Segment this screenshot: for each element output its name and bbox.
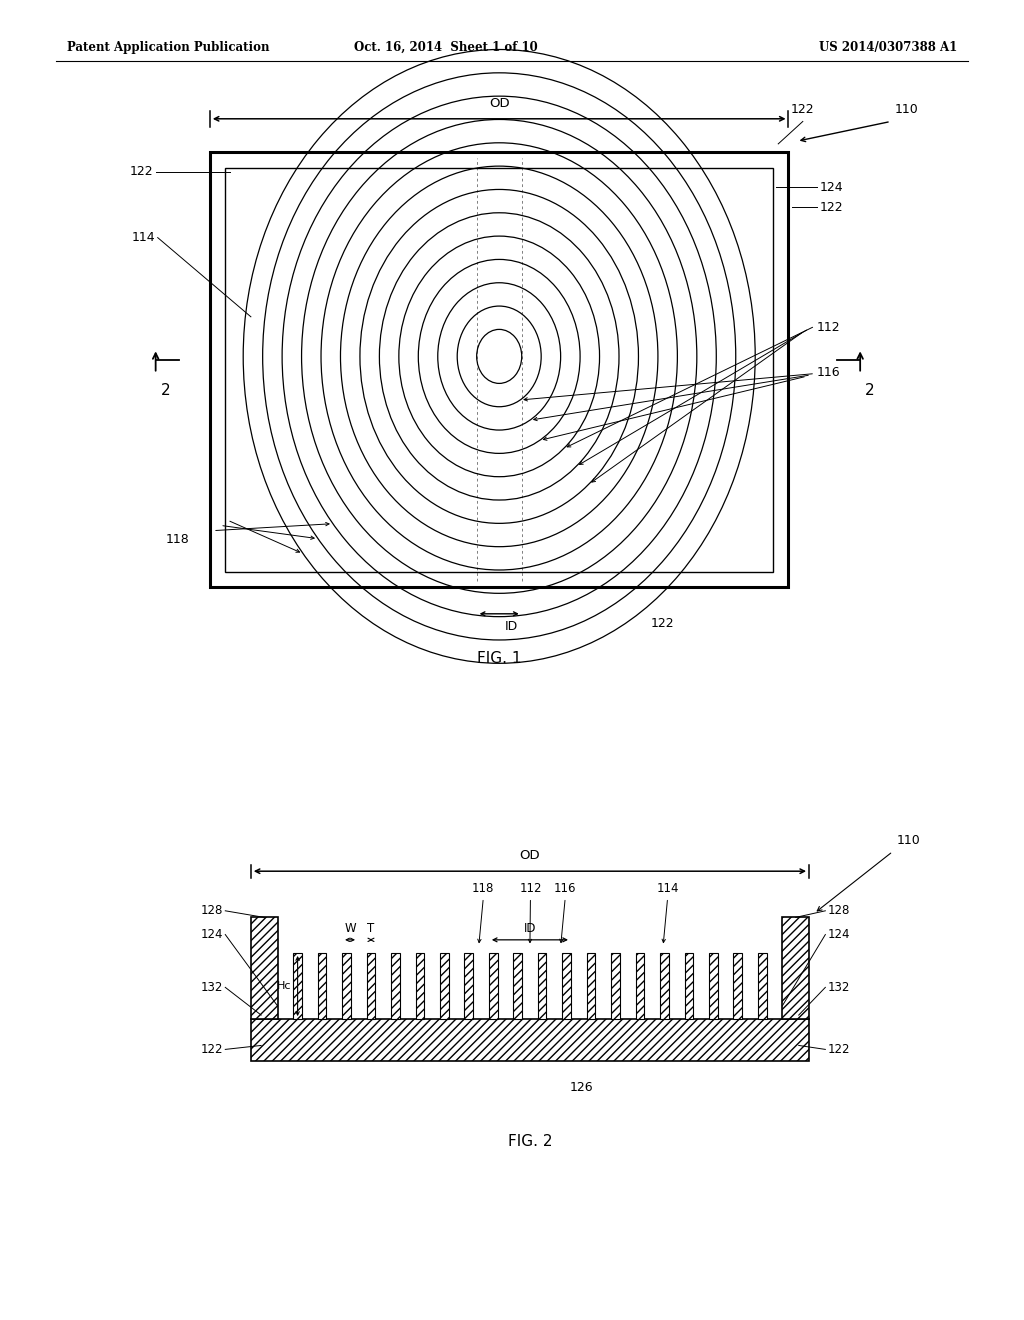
Polygon shape (465, 953, 473, 1019)
Text: 128: 128 (827, 904, 850, 917)
Text: 128: 128 (201, 904, 223, 917)
Text: W: W (344, 921, 356, 935)
Text: US 2014/0307388 A1: US 2014/0307388 A1 (819, 41, 957, 54)
Text: 132: 132 (827, 981, 850, 994)
Polygon shape (513, 953, 522, 1019)
Text: 110: 110 (897, 834, 921, 847)
Polygon shape (733, 953, 742, 1019)
Polygon shape (660, 953, 669, 1019)
Polygon shape (317, 953, 327, 1019)
Text: 126: 126 (569, 1081, 593, 1094)
Polygon shape (709, 953, 718, 1019)
Text: 116: 116 (554, 882, 577, 895)
Text: 122: 122 (791, 103, 815, 116)
Polygon shape (684, 953, 693, 1019)
Text: 2: 2 (161, 383, 170, 397)
Text: T: T (368, 921, 375, 935)
Text: Patent Application Publication: Patent Application Publication (67, 41, 269, 54)
Text: 124: 124 (819, 181, 843, 194)
Text: 122: 122 (650, 616, 674, 630)
Text: 118: 118 (472, 882, 495, 895)
Text: 112: 112 (519, 882, 542, 895)
Polygon shape (562, 953, 571, 1019)
Polygon shape (488, 953, 498, 1019)
Text: 124: 124 (201, 928, 223, 941)
Text: 116: 116 (817, 366, 841, 379)
Polygon shape (367, 953, 376, 1019)
Polygon shape (251, 917, 278, 1019)
Polygon shape (293, 953, 302, 1019)
Text: FIG. 1: FIG. 1 (477, 651, 521, 665)
Polygon shape (782, 917, 809, 1019)
Text: 112: 112 (817, 321, 841, 334)
Polygon shape (416, 953, 424, 1019)
Polygon shape (391, 953, 399, 1019)
Polygon shape (342, 953, 351, 1019)
Text: 122: 122 (201, 1043, 223, 1056)
Text: 124: 124 (827, 928, 850, 941)
Text: Oct. 16, 2014  Sheet 1 of 10: Oct. 16, 2014 Sheet 1 of 10 (353, 41, 538, 54)
Text: 114: 114 (132, 231, 156, 244)
Polygon shape (636, 953, 644, 1019)
Polygon shape (440, 953, 449, 1019)
Text: 132: 132 (201, 981, 223, 994)
Text: 118: 118 (166, 533, 189, 546)
Polygon shape (611, 953, 620, 1019)
Text: 122: 122 (130, 165, 154, 178)
Text: OD: OD (488, 96, 510, 110)
Text: FIG. 2: FIG. 2 (508, 1134, 552, 1148)
Polygon shape (587, 953, 595, 1019)
Text: 122: 122 (827, 1043, 850, 1056)
Text: ID: ID (504, 620, 517, 634)
Text: 122: 122 (819, 201, 843, 214)
Text: ID: ID (523, 921, 537, 935)
Text: 114: 114 (656, 882, 679, 895)
Polygon shape (538, 953, 547, 1019)
Text: OD: OD (519, 849, 541, 862)
Polygon shape (251, 1019, 809, 1061)
Text: 110: 110 (895, 103, 919, 116)
Polygon shape (758, 953, 767, 1019)
Text: Hc: Hc (276, 981, 292, 991)
Text: 2: 2 (865, 383, 874, 397)
